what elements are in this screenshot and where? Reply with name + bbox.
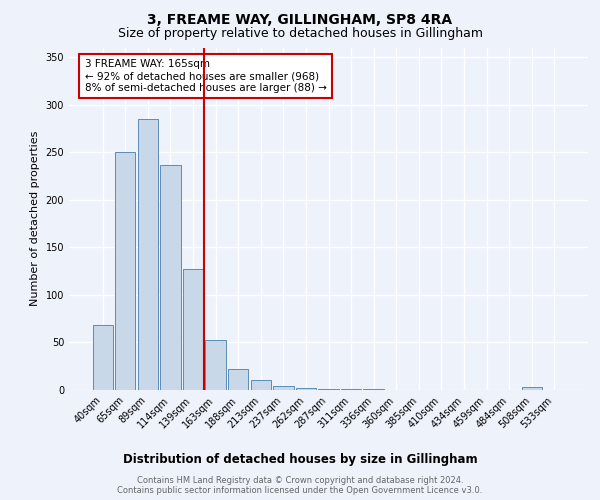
Bar (205, 340, 226, 390)
Bar (364, 389, 384, 390)
Bar (273, 386, 293, 390)
Bar (228, 369, 248, 390)
Bar (251, 380, 271, 390)
Text: 3, FREAME WAY, GILLINGHAM, SP8 4RA: 3, FREAME WAY, GILLINGHAM, SP8 4RA (148, 12, 452, 26)
Bar (160, 164, 181, 390)
Bar (319, 389, 338, 390)
Bar (115, 152, 136, 390)
Bar (521, 387, 542, 390)
Text: Distribution of detached houses by size in Gillingham: Distribution of detached houses by size … (122, 452, 478, 466)
Bar (92, 326, 113, 390)
Bar (138, 119, 158, 390)
Text: Size of property relative to detached houses in Gillingham: Size of property relative to detached ho… (118, 28, 482, 40)
Bar (183, 269, 203, 390)
Text: 3 FREAME WAY: 165sqm
← 92% of detached houses are smaller (968)
8% of semi-detac: 3 FREAME WAY: 165sqm ← 92% of detached h… (85, 60, 326, 92)
Bar (341, 389, 361, 390)
Bar (296, 388, 316, 390)
Y-axis label: Number of detached properties: Number of detached properties (30, 131, 40, 306)
Text: Contains HM Land Registry data © Crown copyright and database right 2024.
Contai: Contains HM Land Registry data © Crown c… (118, 476, 482, 495)
